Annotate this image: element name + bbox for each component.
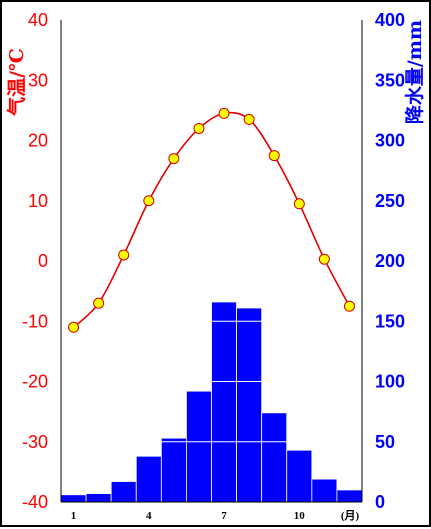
y-axis-left-label: 气温/℃ xyxy=(5,48,28,117)
precipitation-bars xyxy=(60,301,363,503)
x-tick-label: 7 xyxy=(221,510,227,522)
y-right-tick-label: 300 xyxy=(375,131,405,151)
precip-bar-8 xyxy=(236,307,263,503)
y-left-tick-label: 0 xyxy=(38,251,48,271)
tick-labels: 403020100-10-20-30-404003503002502001501… xyxy=(22,10,405,522)
precip-bar-2 xyxy=(85,493,112,503)
temp-point-3 xyxy=(118,249,130,261)
precip-bar-3 xyxy=(110,481,137,503)
x-axis-unit-label: (月) xyxy=(341,509,360,522)
precip-bar-10 xyxy=(286,449,313,503)
temperature-curve xyxy=(72,111,351,328)
y-left-tick-label: -10 xyxy=(22,311,48,331)
y-left-tick-label: -20 xyxy=(22,372,48,392)
x-tick-label: 1 xyxy=(71,510,77,522)
precip-bar-1 xyxy=(60,494,87,503)
y-left-tick-label: 40 xyxy=(28,10,48,30)
y-right-tick-label: 250 xyxy=(375,191,405,211)
precip-bar-9 xyxy=(261,412,288,503)
y-axis-right-label: 降水量/mm xyxy=(403,20,426,124)
temp-point-6 xyxy=(193,122,205,134)
precip-bar-5 xyxy=(160,437,187,503)
precip-bar-11 xyxy=(311,478,338,503)
y-right-tick-label: 100 xyxy=(375,372,405,392)
temperature-line xyxy=(68,107,355,333)
temp-point-2 xyxy=(93,297,105,309)
y-left-tick-label: 10 xyxy=(28,191,48,211)
y-right-tick-label: 350 xyxy=(375,70,405,90)
chart-axes xyxy=(60,20,363,503)
precip-bar-12 xyxy=(336,489,363,503)
precip-bar-6 xyxy=(186,390,212,503)
temp-point-1 xyxy=(68,321,80,333)
y-right-tick-label: 50 xyxy=(375,432,395,452)
temp-point-7 xyxy=(218,107,230,119)
y-left-tick-label: 30 xyxy=(28,70,48,90)
y-left-tick-label: 20 xyxy=(28,131,48,151)
y-right-tick-label: 200 xyxy=(375,251,405,271)
y-right-tick-label: 400 xyxy=(375,10,405,30)
precip-bar-7 xyxy=(211,301,237,503)
bar-gridlines xyxy=(161,320,287,443)
temp-point-12 xyxy=(343,300,355,312)
temp-point-4 xyxy=(143,195,155,207)
temp-point-9 xyxy=(268,150,280,162)
temp-point-5 xyxy=(168,153,180,165)
y-left-tick-label: -40 xyxy=(22,492,48,512)
x-tick-label: 10 xyxy=(294,510,306,522)
temp-point-11 xyxy=(318,253,330,265)
temp-point-10 xyxy=(293,198,305,210)
precip-bar-4 xyxy=(135,455,162,503)
temp-point-8 xyxy=(243,113,255,125)
y-right-tick-label: 0 xyxy=(375,492,385,512)
y-left-tick-label: -30 xyxy=(22,432,48,452)
y-right-tick-label: 150 xyxy=(375,311,405,331)
x-tick-label: 4 xyxy=(146,510,152,522)
